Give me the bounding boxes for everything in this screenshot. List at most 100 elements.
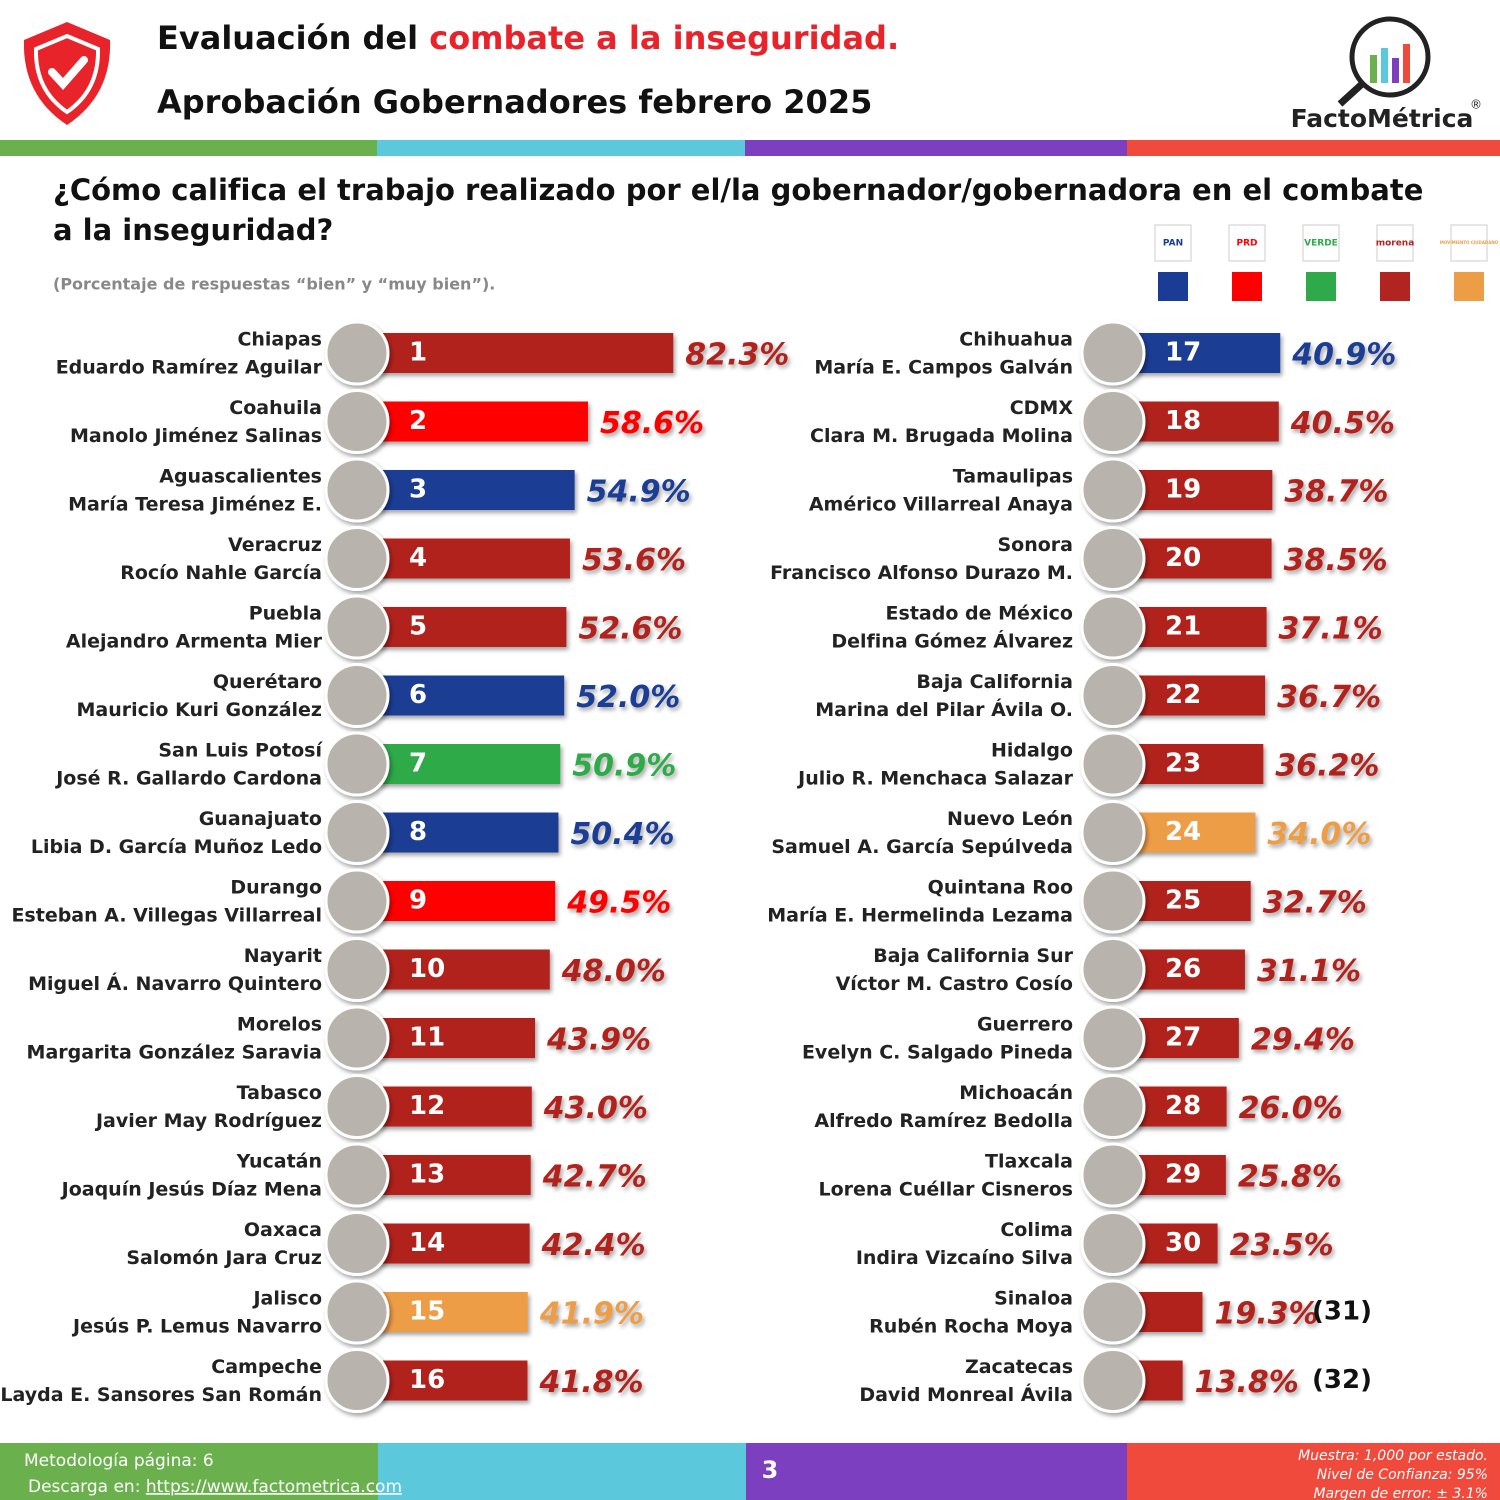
governor-label: Eduardo Ramírez Aguilar xyxy=(56,357,323,379)
governor-label: Rubén Rocha Moya xyxy=(869,1316,1073,1338)
governor-photo xyxy=(324,1142,390,1208)
governor-label: Javier May Rodríguez xyxy=(94,1110,322,1132)
state-label: Baja California xyxy=(916,671,1073,693)
rank-label: 19 xyxy=(1165,475,1201,505)
rank-label: 3 xyxy=(409,475,427,505)
chart-title-line: a la inseguridad? xyxy=(53,213,333,247)
rank-label: 16 xyxy=(409,1365,445,1395)
bar xyxy=(377,1223,530,1264)
header-subtitle: Aprobación Gobernadores febrero 2025 xyxy=(157,83,872,121)
state-label: Colima xyxy=(1000,1219,1073,1241)
governor-label: Esteban A. Villegas Villarreal xyxy=(11,905,322,927)
governor-photo xyxy=(324,731,390,797)
governor-label: Layda E. Sansores San Román xyxy=(0,1384,322,1406)
governor-label: María Teresa Jiménez E. xyxy=(68,494,322,516)
governor-photo xyxy=(1080,594,1146,660)
state-label: Sonora xyxy=(997,534,1073,556)
legend-name: PRD xyxy=(1237,239,1258,249)
governor-label: David Monreal Ávila xyxy=(859,1383,1073,1406)
rank-label: 28 xyxy=(1165,1091,1201,1121)
page-number: 3 xyxy=(762,1456,779,1484)
bar xyxy=(1133,401,1279,442)
bar xyxy=(377,1018,536,1058)
governor-label: Miguel Á. Navarro Quintero xyxy=(28,972,322,995)
rank-label: 26 xyxy=(1165,954,1201,984)
rank-label: 27 xyxy=(1165,1023,1201,1053)
value-label: 41.9% xyxy=(539,1297,644,1332)
download-label: Descarga en: xyxy=(28,1477,146,1497)
header-title: Evaluación del combate a la inseguridad. xyxy=(157,19,899,57)
logo-text: FactoMétrica xyxy=(1291,104,1474,133)
bar xyxy=(1133,1155,1226,1195)
bar xyxy=(377,881,556,921)
bar xyxy=(1133,470,1273,510)
governor-label: Joaquín Jesús Díaz Mena xyxy=(60,1179,322,1201)
value-label: 40.9% xyxy=(1291,338,1396,373)
governor-photo xyxy=(1080,1074,1146,1139)
governor-photo xyxy=(1080,1348,1146,1413)
value-label: 43.0% xyxy=(543,1091,648,1126)
bar xyxy=(1133,744,1264,784)
state-label: Guerrero xyxy=(977,1014,1073,1036)
governor-label: Américo Villarreal Anaya xyxy=(809,494,1073,516)
governor-label: Salomón Jara Cruz xyxy=(126,1247,322,1269)
state-label: Estado de México xyxy=(886,603,1073,625)
legend-logo xyxy=(1154,224,1192,262)
governor-label: Francisco Alfonso Durazo M. xyxy=(770,562,1073,584)
bar xyxy=(1133,812,1256,853)
state-label: Tabasco xyxy=(237,1082,322,1104)
governor-label: Alejandro Armenta Mier xyxy=(66,631,323,653)
legend-swatch xyxy=(1454,272,1484,301)
state-label: Veracruz xyxy=(228,534,322,556)
state-label: Yucatán xyxy=(236,1151,322,1173)
state-label: Michoacán xyxy=(959,1082,1073,1104)
value-label: 52.6% xyxy=(578,612,682,647)
state-label: Quintana Roo xyxy=(928,877,1073,899)
logo-mark: ® xyxy=(1470,98,1482,112)
legend-name: VERDE xyxy=(1304,239,1338,249)
governor-photo xyxy=(1080,663,1146,728)
governor-photo xyxy=(324,594,390,660)
bar xyxy=(1133,675,1266,716)
confidence: Nivel de Confianza: 95% xyxy=(1317,1467,1488,1483)
state-label: Chiapas xyxy=(237,329,322,351)
rank-label: 22 xyxy=(1165,680,1201,710)
governor-photo xyxy=(1080,457,1146,523)
rank-label: 24 xyxy=(1165,817,1201,847)
governor-photo xyxy=(324,457,390,523)
state-label: Durango xyxy=(230,877,322,899)
governor-photo xyxy=(1080,1005,1146,1071)
rank-label: 17 xyxy=(1165,338,1201,368)
rank-label: 15 xyxy=(409,1297,445,1327)
bar xyxy=(377,1360,528,1401)
governor-label: Indira Vizcaíno Silva xyxy=(856,1247,1073,1269)
rank-label: 20 xyxy=(1165,543,1201,573)
rank-label: (32) xyxy=(1312,1365,1372,1395)
chart: PAN PRD VERDE morena MOVIMIENTO CIUDADANO Chi… xyxy=(0,224,1499,1413)
state-label: Hidalgo xyxy=(991,740,1073,762)
governor-label: Jesús P. Lemus Navarro xyxy=(71,1316,322,1338)
rank-label: 5 xyxy=(409,612,427,642)
rank-label: 2 xyxy=(409,406,427,436)
rank-label: 4 xyxy=(409,543,427,573)
margin-error: Margen de error: ± 3.1% xyxy=(1313,1486,1488,1500)
rank-label: 29 xyxy=(1165,1160,1201,1190)
legend-logo xyxy=(1376,224,1414,262)
sample: Muestra: 1,000 por estado. xyxy=(1298,1448,1488,1464)
governor-label: Manolo Jiménez Salinas xyxy=(70,425,322,447)
governor-photo xyxy=(1080,868,1146,934)
state-label: Baja California Sur xyxy=(873,945,1073,967)
value-label: 53.6% xyxy=(582,543,686,578)
governor-photo xyxy=(1080,1142,1146,1208)
value-label: 19.3% xyxy=(1214,1297,1318,1332)
legend-name: morena xyxy=(1376,239,1415,249)
rank-label: 23 xyxy=(1165,749,1201,779)
download-url[interactable]: https://www.factometrica.com xyxy=(146,1477,402,1497)
bar xyxy=(1133,333,1281,373)
rank-label: 30 xyxy=(1165,1228,1201,1258)
title-highlight: combate a la inseguridad. xyxy=(429,19,899,57)
governor-photo xyxy=(324,1348,390,1413)
governor-label: Víctor M. Castro Cosío xyxy=(836,973,1073,995)
value-label: 36.7% xyxy=(1277,680,1381,715)
bar xyxy=(377,675,565,716)
